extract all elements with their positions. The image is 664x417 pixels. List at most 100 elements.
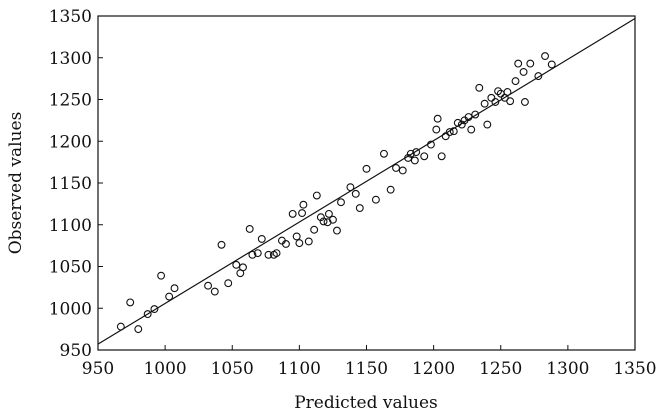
data-point	[371, 195, 380, 204]
x-tick-label: 1300	[546, 359, 589, 379]
data-point	[404, 154, 413, 162]
data-point	[457, 120, 466, 129]
y-tick-label: 1000	[49, 299, 92, 319]
data-point	[324, 209, 333, 218]
data-point	[511, 77, 520, 86]
data-point	[316, 213, 325, 222]
x-tick-label: 1150	[345, 359, 388, 379]
data-point	[491, 98, 500, 106]
data-point	[487, 93, 496, 102]
y-tick-label: 1250	[49, 91, 92, 111]
data-point	[386, 185, 395, 194]
data-point	[312, 191, 321, 200]
y-tick-label: 950	[60, 341, 92, 361]
y-tick-label: 1150	[49, 174, 92, 194]
x-tick-label: 1100	[278, 359, 321, 379]
axis-ticks: 950 1000 1050 1100 1150 1200 1250 1300 1350 950 10…	[49, 7, 657, 379]
data-point	[298, 209, 307, 218]
x-axis-title: Predicted values	[294, 393, 438, 413]
data-point	[253, 249, 262, 258]
x-tick-label: 1350	[613, 359, 656, 379]
data-point	[210, 287, 219, 296]
data-point	[453, 118, 462, 127]
x-tick-label: 1200	[412, 359, 455, 379]
data-point	[494, 87, 503, 96]
data-point	[157, 271, 166, 280]
data-point	[257, 234, 266, 243]
data-point	[116, 322, 125, 331]
data-point	[299, 200, 308, 209]
data-point	[467, 125, 476, 134]
data-point	[432, 125, 441, 134]
data-point	[126, 298, 135, 307]
data-point	[471, 110, 480, 119]
data-point	[232, 260, 241, 269]
data-point	[437, 152, 446, 161]
data-point	[475, 83, 484, 92]
data-point	[406, 149, 415, 158]
data-point	[170, 284, 179, 293]
data-point	[541, 52, 550, 61]
data-point	[506, 97, 515, 106]
data-point	[534, 72, 543, 81]
data-point	[292, 232, 301, 241]
data-point	[328, 215, 337, 224]
x-tick-label: 1050	[211, 359, 254, 379]
data-point	[224, 279, 233, 288]
data-point	[514, 59, 523, 68]
data-point	[526, 59, 535, 68]
data-point	[441, 132, 450, 141]
data-point	[445, 128, 454, 137]
data-point	[346, 183, 355, 192]
data-point	[362, 164, 371, 173]
data-point	[483, 120, 492, 129]
data-point	[165, 292, 174, 301]
data-point	[520, 98, 529, 106]
data-point	[295, 239, 304, 248]
fit-line	[97, 17, 636, 345]
data-point	[304, 237, 313, 246]
data-point	[464, 113, 473, 121]
data-point	[319, 217, 328, 226]
data-point	[420, 152, 429, 161]
y-tick-label: 1100	[49, 216, 92, 236]
x-tick-label: 1250	[479, 359, 522, 379]
data-point	[217, 240, 226, 249]
data-point	[150, 305, 159, 314]
data-point	[392, 164, 400, 172]
data-point	[337, 198, 345, 207]
y-tick-label: 1300	[49, 49, 92, 69]
x-tick-label: 1000	[143, 359, 186, 379]
data-point	[239, 263, 247, 272]
data-point	[204, 281, 213, 290]
data-point	[333, 226, 341, 235]
data-point	[134, 325, 143, 334]
data-point	[412, 148, 421, 157]
data-point	[380, 149, 388, 158]
data-point	[264, 250, 273, 259]
data-point	[351, 189, 360, 198]
x-tick-label: 950	[82, 359, 114, 379]
data-point	[245, 224, 254, 233]
data-point	[272, 249, 281, 258]
data-point	[519, 67, 528, 76]
y-tick-label: 1050	[49, 258, 92, 278]
data-point	[433, 114, 442, 123]
data-point	[398, 166, 407, 175]
data-point	[310, 225, 319, 234]
data-point	[547, 60, 556, 69]
data-point	[143, 310, 152, 319]
data-point	[503, 88, 512, 96]
data-point	[282, 240, 290, 248]
data-point	[480, 99, 489, 108]
y-axis-title: Observed values	[6, 112, 26, 255]
data-point	[426, 140, 435, 149]
data-point	[449, 127, 458, 136]
data-point	[248, 250, 257, 259]
data-point	[355, 204, 364, 213]
y-tick-label: 1200	[49, 132, 92, 152]
data-point	[410, 156, 419, 165]
y-tick-label: 1350	[49, 7, 92, 27]
data-point	[288, 209, 297, 218]
